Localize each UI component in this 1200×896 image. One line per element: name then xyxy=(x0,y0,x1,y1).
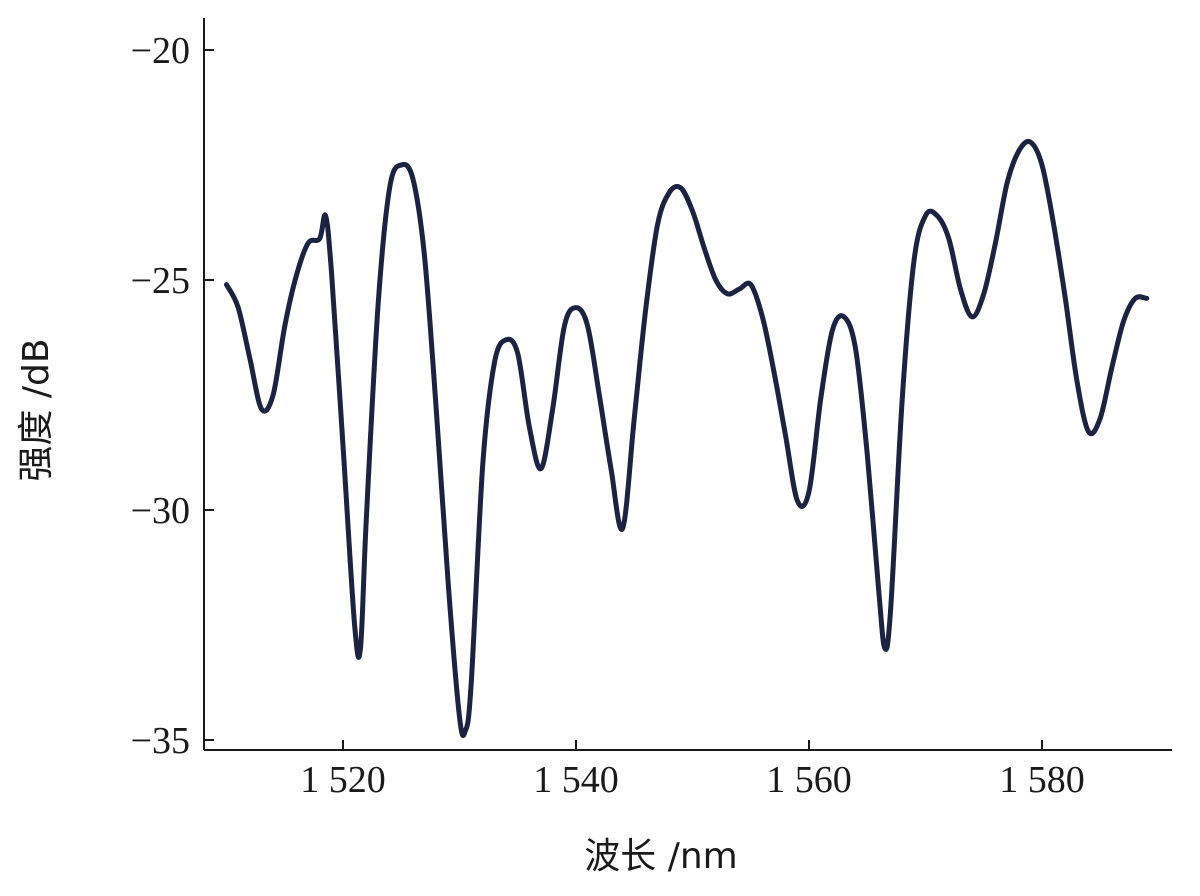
y-tick-label: −20 xyxy=(131,30,190,72)
y-tick-label: −35 xyxy=(131,720,190,762)
y-tick-label: −30 xyxy=(131,490,190,532)
x-tick-label: 1 520 xyxy=(300,759,386,801)
x-tick-label: 1 580 xyxy=(999,759,1085,801)
x-axis-label: 波长 /nm xyxy=(584,836,737,877)
axes xyxy=(203,18,1172,751)
y-axis-ticks: −20 −25 −30 −35 xyxy=(131,30,214,762)
y-tick-label: −25 xyxy=(131,260,190,302)
y-axis-label: 强度 /dB xyxy=(16,338,57,481)
x-tick-label: 1 540 xyxy=(533,759,619,801)
x-axis-ticks: 1 520 1 540 1 560 1 580 xyxy=(300,740,1085,801)
x-tick-label: 1 560 xyxy=(766,759,852,801)
spectrum-line xyxy=(224,138,1150,738)
series-layer xyxy=(224,138,1150,738)
